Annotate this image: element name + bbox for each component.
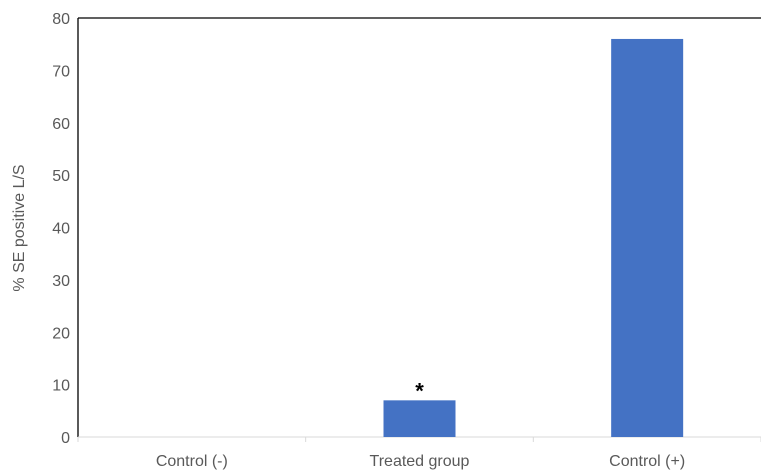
x-category-labels: Control (-) Treated group Control (+) [156,453,685,470]
annotations: * [415,378,424,403]
y-axis-label: % SE positive L/S [11,164,28,291]
y-tick-label: 60 [52,116,70,133]
y-tick-label: 10 [52,378,70,395]
y-tick-label: 50 [52,168,70,185]
x-category-label: Treated group [370,453,470,470]
y-tick-label: 40 [52,221,70,238]
y-tick-label: 20 [52,325,70,342]
y-tick-label: 80 [52,11,70,28]
bars [77,38,761,442]
bar [383,400,456,437]
y-tick-label: 70 [52,63,70,80]
y-tick-labels: 0 10 20 30 40 50 60 70 80 [52,11,70,447]
y-tick-label: 30 [52,273,70,290]
x-category-label: Control (-) [156,453,228,470]
x-category-label: Control (+) [609,453,685,470]
y-tick-label: 0 [61,430,70,447]
significance-marker: * [415,378,424,403]
bar [611,38,684,437]
